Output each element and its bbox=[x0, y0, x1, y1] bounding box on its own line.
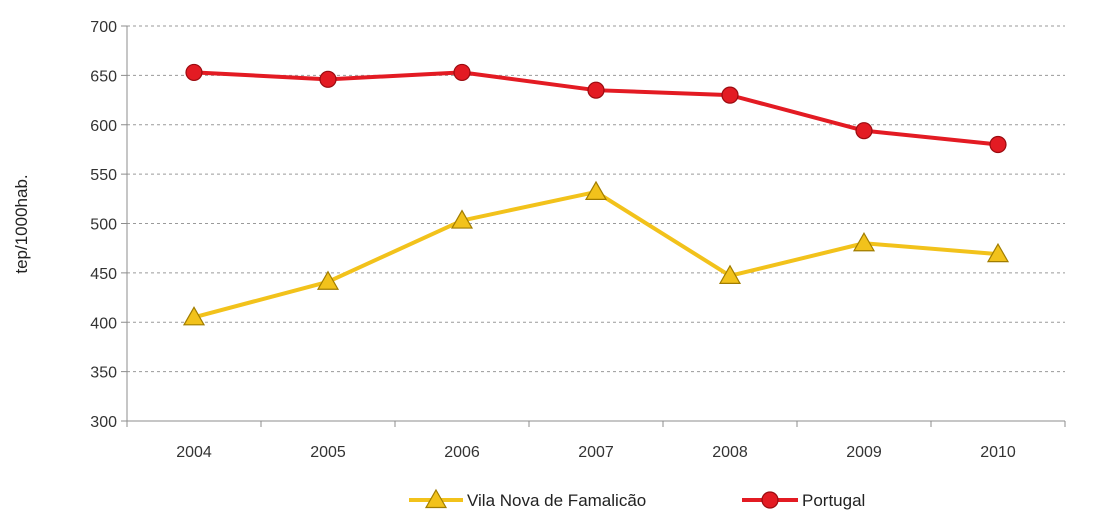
series-group bbox=[182, 63, 1010, 326]
x-tick-label: 2008 bbox=[712, 444, 748, 461]
data-point bbox=[855, 122, 873, 140]
data-point bbox=[185, 63, 203, 82]
data-point bbox=[316, 270, 340, 290]
legend-label: Vila Nova de Famalicão bbox=[467, 491, 646, 510]
data-point bbox=[584, 180, 608, 200]
series-0 bbox=[182, 180, 1010, 326]
data-point bbox=[986, 242, 1010, 263]
x-tick-label: 2010 bbox=[980, 444, 1016, 461]
y-tick-label: 450 bbox=[90, 266, 117, 283]
legend-swatch-marker bbox=[761, 491, 779, 509]
legend: Vila Nova de Famalicão Portugal bbox=[409, 488, 865, 510]
data-point bbox=[182, 306, 206, 326]
y-tick-label: 500 bbox=[90, 217, 117, 234]
data-point bbox=[453, 63, 471, 82]
series-1 bbox=[185, 63, 1007, 154]
data-point bbox=[450, 209, 474, 229]
x-tick-label: 2005 bbox=[310, 444, 346, 461]
y-axis-ticks: 300 350 400 450 500 550 600 650 700 bbox=[90, 19, 127, 431]
x-tick-label: 2009 bbox=[846, 444, 882, 461]
y-axis-title: tep/1000hab. bbox=[12, 174, 31, 273]
y-tick-label: 400 bbox=[90, 315, 117, 332]
data-point bbox=[718, 264, 742, 284]
x-tick-label: 2007 bbox=[578, 444, 614, 461]
data-point bbox=[721, 86, 739, 104]
data-point bbox=[319, 70, 337, 88]
series-line bbox=[192, 189, 1000, 320]
y-tick-label: 350 bbox=[90, 365, 117, 382]
legend-label: Portugal bbox=[802, 491, 865, 510]
y-tick-label: 700 bbox=[90, 19, 117, 36]
x-tick-label: 2004 bbox=[176, 444, 212, 461]
y-tick-label: 650 bbox=[90, 68, 117, 85]
data-point bbox=[989, 135, 1007, 154]
legend-item: Vila Nova de Famalicão bbox=[409, 488, 646, 510]
legend-item: Portugal bbox=[742, 491, 865, 510]
x-axis-ticks: 2004 2005 2006 2007 2008 2009 2010 bbox=[126, 421, 1066, 461]
x-tick-label: 2006 bbox=[444, 444, 480, 461]
y-tick-label: 550 bbox=[90, 167, 117, 184]
y-tick-label: 300 bbox=[90, 414, 117, 431]
data-point bbox=[852, 232, 876, 252]
data-point bbox=[587, 81, 605, 99]
y-tick-label: 600 bbox=[90, 118, 117, 135]
legend-swatch-marker bbox=[424, 488, 448, 509]
